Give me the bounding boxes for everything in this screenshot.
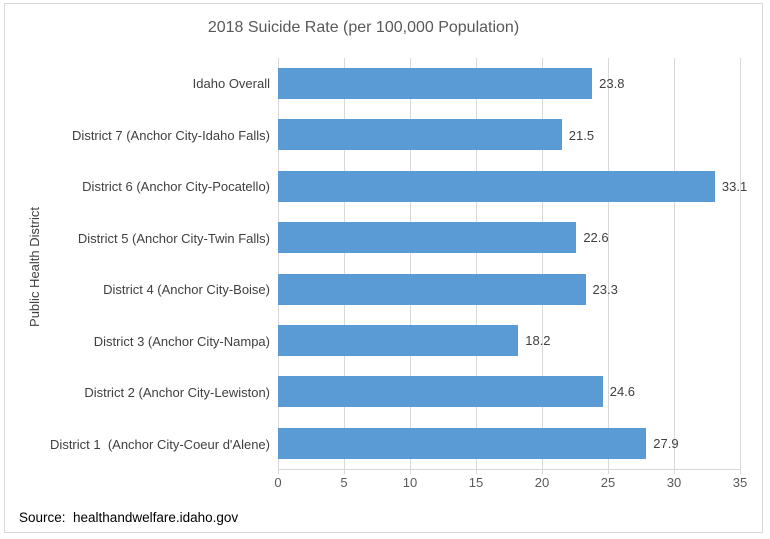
category-label: District 1 (Anchor City-Coeur d'Alene) (50, 436, 270, 452)
category-label: District 7 (Anchor City-Idaho Falls) (72, 127, 270, 143)
chart-title: 2018 Suicide Rate (per 100,000 Populatio… (207, 19, 520, 36)
value-label: 22.6 (583, 230, 609, 246)
bar (278, 273, 586, 305)
value-label: 33.1 (721, 178, 748, 194)
category-label: Idaho Overall (192, 76, 270, 92)
x-tick-label: 35 (732, 475, 748, 490)
bars (278, 58, 740, 469)
axis-tick-mark (410, 469, 411, 474)
bar (278, 324, 519, 356)
gridline (278, 58, 279, 469)
x-tick-label: 30 (666, 475, 682, 490)
value-label: 18.2 (525, 333, 551, 349)
x-tick-label: 0 (274, 475, 282, 490)
x-tick-label: 15 (468, 475, 484, 490)
axis-tick-mark (674, 469, 675, 474)
axis-tick-mark (278, 469, 279, 474)
axis-tick-mark (476, 469, 477, 474)
x-tick-label: 25 (600, 475, 616, 490)
category-label: District 6 (Anchor City-Pocatello) (82, 179, 270, 195)
bar (278, 427, 647, 459)
axis-tick-mark (608, 469, 609, 474)
gridline (344, 58, 345, 469)
axis-tick-mark (344, 469, 345, 474)
value-labels: 23.8 21.5 33.1 22.6 23.3 18.2 24.6 27.9 (278, 58, 747, 469)
value-label: 24.6 (609, 384, 636, 400)
chart-container: 2018 Suicide Rate (per 100,000 Populatio… (4, 3, 763, 533)
axis-tick-mark (740, 469, 741, 474)
bar (278, 222, 577, 254)
axis-tick-mark (542, 469, 543, 474)
bar (278, 119, 562, 151)
bar (278, 68, 593, 99)
gridline (674, 58, 675, 469)
x-axis: 0 5 10 15 20 25 30 35 (274, 475, 747, 493)
x-tick-label: 5 (340, 475, 348, 490)
x-tick-label: 20 (534, 475, 550, 490)
category-label: District 2 (Anchor City-Lewiston) (84, 385, 270, 401)
gridline (476, 58, 477, 469)
category-axis: Idaho Overall District 7 (Anchor City-Ida… (5, 58, 270, 470)
value-label: 23.8 (599, 76, 625, 92)
category-label: District 5 (Anchor City-Twin Falls) (77, 230, 270, 246)
source-note: Source: healthandwelfare.idaho.gov (19, 510, 239, 525)
value-label: 23.3 (592, 281, 618, 297)
category-label: District 3 (Anchor City-Nampa) (93, 333, 270, 349)
plot-area: 23.8 21.5 33.1 22.6 23.3 18.2 24.6 27.9 (278, 58, 747, 474)
bar (278, 170, 715, 202)
bar (278, 376, 603, 408)
category-label: District 4 (Anchor City-Boise) (103, 282, 270, 298)
value-label: 21.5 (568, 127, 595, 143)
gridline (410, 58, 411, 469)
gridline (740, 58, 741, 469)
gridline (542, 58, 543, 469)
gridline (608, 58, 609, 469)
value-label: 27.9 (653, 435, 679, 451)
x-tick-label: 10 (402, 475, 418, 490)
gridlines (278, 58, 741, 474)
